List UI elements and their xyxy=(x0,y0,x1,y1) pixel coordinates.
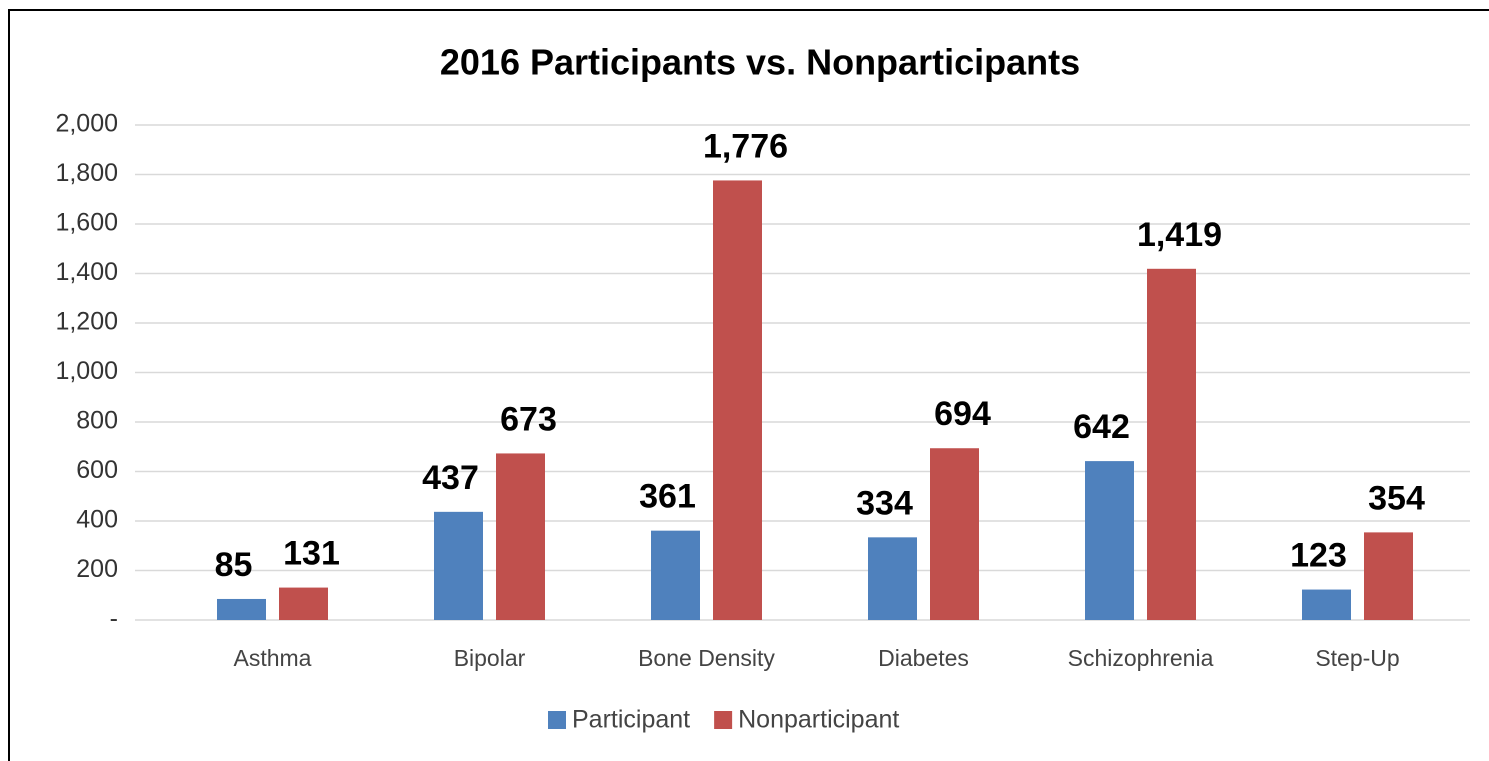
bar xyxy=(217,598,266,620)
bar xyxy=(1302,589,1351,620)
data-label: 1,419 xyxy=(1137,216,1222,254)
chart-title: 2016 Participants vs. Nonparticipants xyxy=(440,42,1080,83)
data-label: 673 xyxy=(500,400,557,438)
bar xyxy=(1085,461,1134,620)
y-tick-label: 1,400 xyxy=(55,258,118,286)
data-label: 642 xyxy=(1073,408,1130,446)
bar xyxy=(868,537,917,620)
bar xyxy=(496,453,545,620)
x-tick-label: Bone Density xyxy=(638,645,775,671)
x-tick-label: Asthma xyxy=(234,645,312,671)
data-label: 1,776 xyxy=(703,127,788,165)
legend-swatch xyxy=(714,711,733,729)
y-tick-label: - xyxy=(110,605,118,633)
y-tick-label: 800 xyxy=(76,407,118,435)
bar xyxy=(1364,532,1413,620)
y-tick-label: 1,600 xyxy=(55,209,118,237)
bar xyxy=(279,587,328,620)
y-tick-label: 1,200 xyxy=(55,308,118,336)
data-label: 437 xyxy=(422,459,479,497)
x-tick-label: Schizophrenia xyxy=(1068,645,1214,671)
x-tick-label: Step-Up xyxy=(1315,645,1399,671)
y-tick-label: 600 xyxy=(76,456,118,484)
legend-label: Nonparticipant xyxy=(738,706,899,734)
data-label: 123 xyxy=(1290,537,1347,575)
bar xyxy=(930,448,979,620)
y-tick-label: 2,000 xyxy=(55,110,118,138)
legend-label: Participant xyxy=(572,706,690,734)
legend-swatch xyxy=(548,711,566,729)
data-label: 334 xyxy=(856,484,913,522)
bar xyxy=(434,511,483,620)
data-label: 85 xyxy=(215,546,253,584)
y-tick-label: 400 xyxy=(76,506,118,534)
x-tick-label: Bipolar xyxy=(454,645,526,671)
data-label: 131 xyxy=(283,535,340,573)
y-tick-label: 200 xyxy=(76,555,118,583)
x-tick-label: Diabetes xyxy=(878,645,969,671)
bar xyxy=(1147,268,1196,620)
data-label: 361 xyxy=(639,478,696,516)
bar xyxy=(651,530,700,620)
y-tick-label: 1,000 xyxy=(55,357,118,385)
y-tick-label: 1,800 xyxy=(55,159,118,187)
data-label: 694 xyxy=(934,395,991,433)
bar xyxy=(713,180,762,620)
data-label: 354 xyxy=(1368,479,1425,517)
